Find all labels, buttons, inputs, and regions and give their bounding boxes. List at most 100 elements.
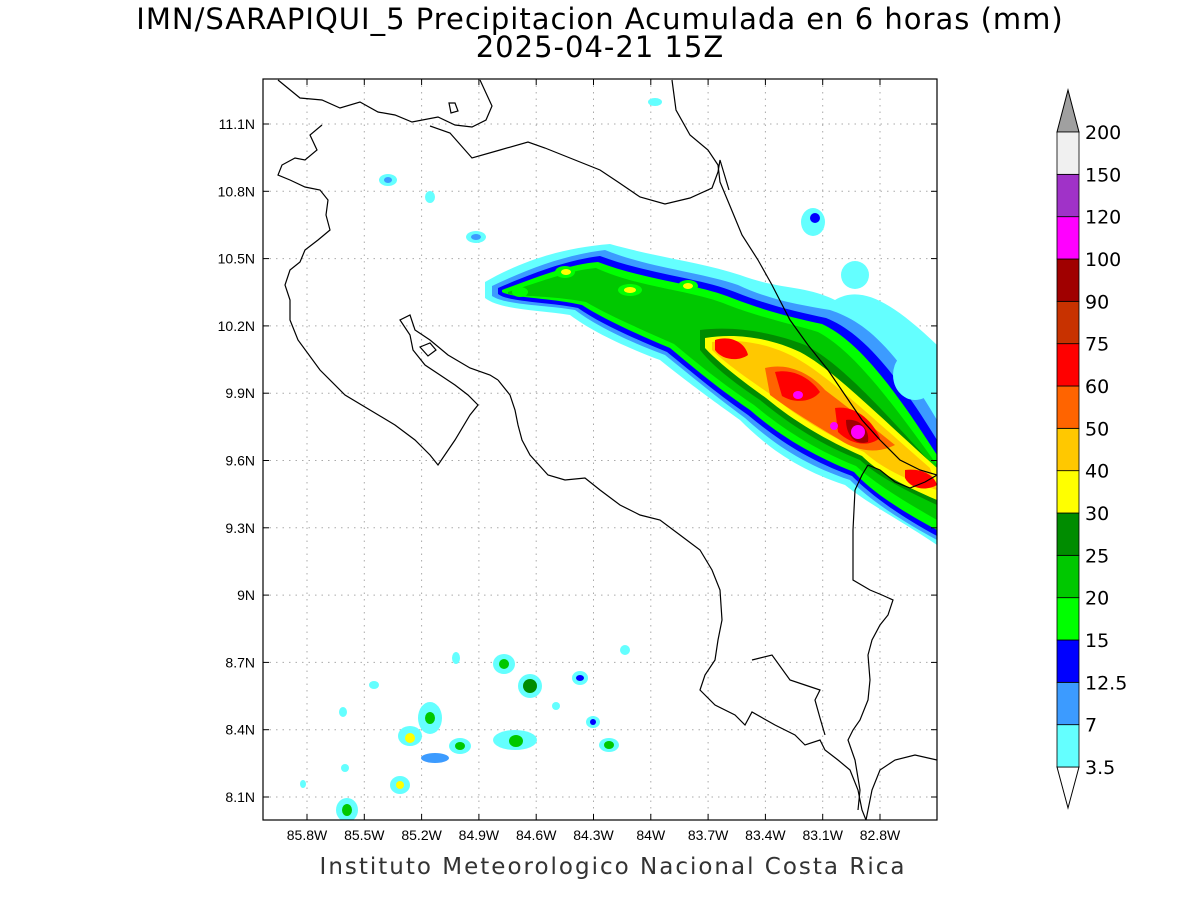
precip-cell — [624, 287, 636, 293]
colorbar-level-label: 20 — [1085, 588, 1109, 610]
colorbar-level-label: 120 — [1085, 207, 1121, 229]
colorbar-level-label: 7 — [1085, 715, 1097, 737]
precip-cell — [552, 702, 560, 710]
colorbar-level-label: 3.5 — [1085, 757, 1115, 779]
lake-island — [448, 102, 459, 114]
costa-rica-panama-border — [847, 489, 894, 811]
lon-tick-label: 83.7W — [688, 827, 729, 843]
precip-band-12-5mm — [498, 256, 937, 536]
colorbar-top-arrow — [1056, 88, 1080, 133]
colorbar-legend: 3.5 7 12.5 15 20 25 30 40 50 60 75 90 100 120 150 200 — [1056, 88, 1127, 810]
precip-cell — [523, 679, 537, 693]
precip-cell — [396, 781, 404, 789]
precip-cell — [455, 742, 465, 750]
colorbar-level-label: 50 — [1085, 418, 1109, 440]
lon-tick-label: 83.4W — [745, 827, 786, 843]
colorbar-level-label: 200 — [1085, 122, 1121, 144]
precip-cell — [471, 234, 481, 240]
colorbar-level-label: 60 — [1085, 376, 1109, 398]
lat-tick-label: 8.4N — [225, 722, 255, 738]
lon-tick-label: 85.2W — [401, 827, 442, 843]
gulf-island — [418, 342, 437, 357]
nicaragua-coastline — [277, 79, 493, 128]
lon-tick-label: 84W — [636, 827, 666, 843]
precip-cell — [590, 719, 596, 725]
precip-cell — [452, 652, 460, 664]
colorbar-level-label: 25 — [1085, 545, 1109, 567]
colorbar-swatch — [1056, 300, 1080, 345]
colorbar-level-label: 15 — [1085, 630, 1109, 652]
colorbar-swatch — [1056, 173, 1080, 218]
precip-cell — [648, 98, 662, 106]
colorbar-swatch — [1056, 724, 1080, 768]
precip-cell — [893, 350, 937, 400]
precip-cell — [425, 191, 435, 203]
precip-cell — [810, 213, 820, 223]
lat-tick-label: 11.1N — [219, 116, 255, 132]
precip-cell — [512, 287, 528, 297]
panama-coast-east — [865, 754, 937, 820]
precip-cell — [341, 764, 349, 772]
map-title: IMN/SARAPIQUI_5 Precipitacion Acumulada … — [136, 2, 1064, 36]
lon-tick-label: 85.5W — [344, 827, 385, 843]
lon-tick-label: 83.1W — [802, 827, 843, 843]
colorbar-swatch — [1056, 385, 1080, 429]
colorbar-swatch — [1056, 343, 1080, 387]
lon-tick-label: 85.8W — [287, 827, 328, 843]
lat-tick-label: 8.7N — [225, 654, 255, 670]
precip-band-120mm — [851, 425, 865, 439]
lon-tick-label: 84.3W — [573, 827, 614, 843]
precipitation-field — [300, 98, 937, 820]
caribbean-coastline — [671, 79, 937, 476]
colorbar-level-label: 150 — [1085, 164, 1121, 186]
colorbar-swatch — [1056, 597, 1080, 641]
precip-cell — [841, 261, 869, 289]
precip-cell — [425, 712, 435, 724]
map-grid — [263, 79, 937, 820]
lat-tick-label: 9.3N — [225, 520, 255, 536]
precip-cell — [300, 780, 306, 788]
lat-tick-label: 10.8N — [218, 183, 255, 199]
lat-tick-label: 8.1N — [225, 789, 255, 805]
precip-cell — [576, 675, 584, 681]
lon-tick-label: 84.9W — [459, 827, 500, 843]
precip-band-120mm-b — [793, 391, 803, 399]
precip-band-60mm — [775, 371, 820, 401]
colorbar-bottom-arrow — [1056, 766, 1080, 810]
precip-cell — [499, 659, 509, 669]
precip-cell — [369, 681, 379, 689]
precip-band-60mm-c — [715, 338, 748, 360]
colorbar-swatch — [1056, 216, 1080, 260]
precip-band-120mm-c — [830, 422, 838, 430]
lat-tick-label: 9.9N — [225, 385, 255, 401]
osa-peninsula-coast — [751, 654, 826, 736]
precip-cell — [405, 733, 415, 743]
colorbar-level-label: 30 — [1085, 503, 1109, 525]
precip-band-60mm-d — [905, 469, 937, 489]
colorbar-swatch — [1056, 512, 1080, 556]
precip-cell — [604, 741, 614, 749]
colorbar-swatch — [1056, 131, 1080, 175]
pacific-coastline-north — [277, 124, 499, 467]
lat-tick-label: 10.5N — [218, 251, 255, 267]
footer-credit: Instituto Meteorologico Nacional Costa R… — [319, 854, 907, 880]
pacific-coastline-central — [497, 379, 867, 820]
colorbar-level-label: 75 — [1085, 334, 1109, 356]
map-frame — [262, 78, 938, 821]
bocas-del-toro-coast — [854, 464, 937, 491]
precip-cell — [421, 753, 449, 763]
colorbar-swatch — [1056, 427, 1080, 472]
colorbar-swatch — [1056, 258, 1080, 302]
map-subtitle-datetime: 2025-04-21 15Z — [475, 30, 725, 64]
longitude-axis: 85.8W 85.5W 85.2W 84.9W 84.6W 84.3W 84W 83.7W 83… — [287, 79, 901, 843]
precip-cell — [339, 707, 347, 717]
precip-cell — [683, 283, 693, 289]
colorbar-swatch — [1056, 470, 1080, 514]
colorbar-level-label: 90 — [1085, 291, 1109, 313]
colorbar-swatch — [1056, 639, 1080, 683]
lon-tick-label: 84.6W — [516, 827, 557, 843]
precip-cell — [620, 645, 630, 655]
precip-cell — [384, 177, 392, 183]
colorbar-swatch — [1056, 681, 1080, 726]
